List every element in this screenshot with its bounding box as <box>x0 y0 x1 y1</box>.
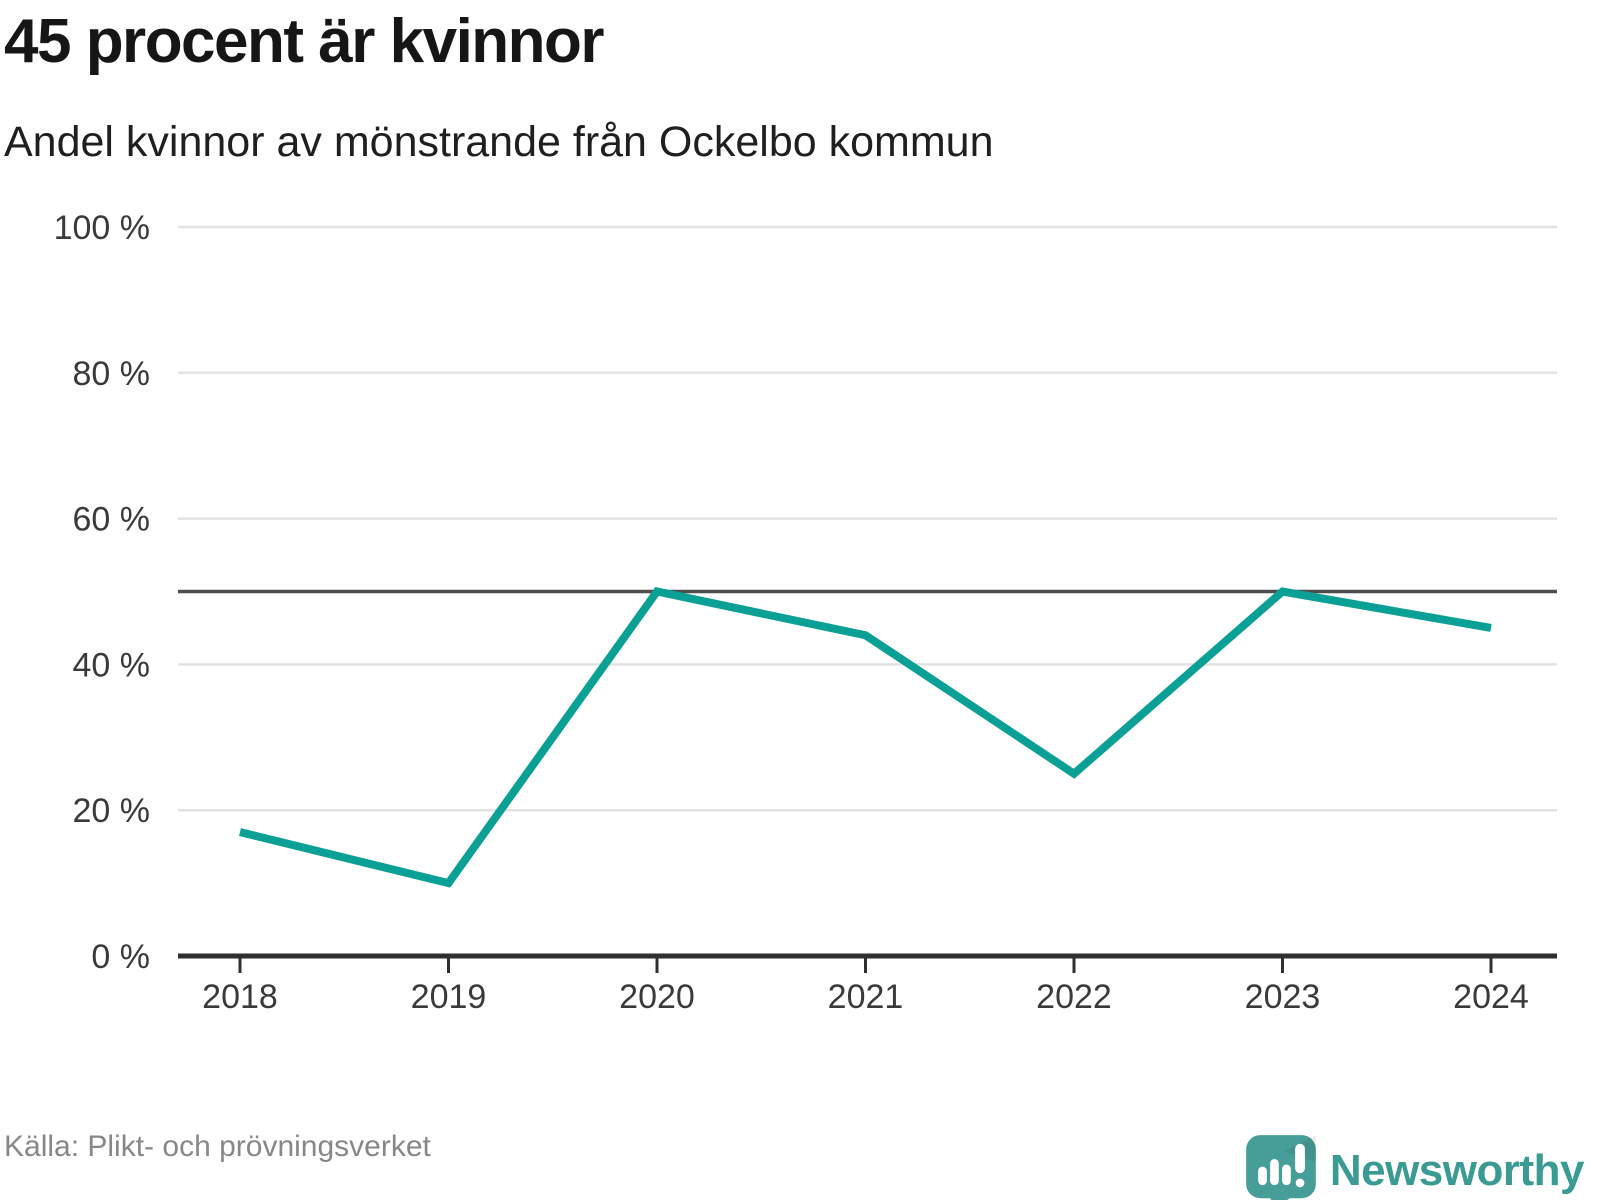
x-tick-label-2020: 2020 <box>619 978 695 1016</box>
logo-bar-3 <box>1281 1164 1291 1186</box>
x-tick-label-2021: 2021 <box>828 978 904 1016</box>
y-tick-label-80: 80 % <box>73 355 151 393</box>
newsworthy-logo-icon <box>1246 1135 1316 1200</box>
logo-bar-1 <box>1257 1166 1267 1186</box>
speech-bubble-tail <box>1268 1196 1293 1200</box>
chart-title: 45 procent är kvinnor <box>4 7 605 76</box>
x-tick-label-2019: 2019 <box>411 978 487 1016</box>
y-tick-label-100: 100 % <box>54 209 150 247</box>
y-tick-label-0: 0 % <box>91 938 150 976</box>
x-tick-label-2023: 2023 <box>1245 978 1321 1016</box>
x-tick-label-2024: 2024 <box>1453 978 1529 1016</box>
logo-exclamation-bar <box>1294 1143 1305 1174</box>
chart-subtitle: Andel kvinnor av mönstrande från Ockelbo… <box>4 118 994 166</box>
y-tick-label-40: 40 % <box>73 646 151 684</box>
data-line-andel-kvinnor-av-m-nstrande <box>239 587 1492 888</box>
x-tick-label-2022: 2022 <box>1036 978 1112 1016</box>
logo-bar-2 <box>1269 1159 1279 1186</box>
x-tick-label-2018: 2018 <box>202 978 278 1016</box>
newsworthy-logo: Newsworthy <box>1245 1134 1585 1200</box>
y-tick-label-20: 20 % <box>73 792 151 830</box>
newsworthy-logo-text: Newsworthy <box>1329 1146 1585 1195</box>
y-tick-label-60: 60 % <box>73 501 151 539</box>
source-note: Källa: Plikt- och prövningsverket <box>4 1130 431 1163</box>
logo-exclamation-dot <box>1295 1178 1305 1188</box>
line-chart: 0 % 20 % 40 % 60 % 80 % 100 % 2018 2019 2020 2021… <box>54 209 1557 1016</box>
